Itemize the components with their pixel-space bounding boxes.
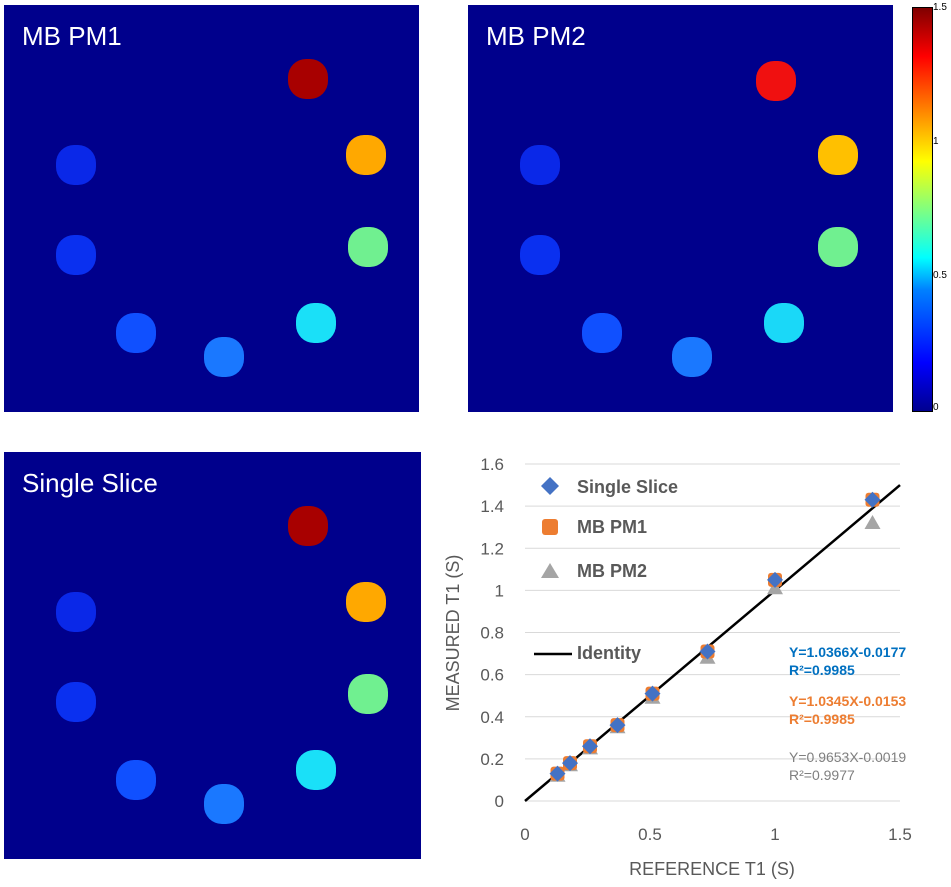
data-point-single-slice xyxy=(864,491,881,508)
phantom-vial xyxy=(116,760,156,800)
phantom-vial xyxy=(56,235,96,275)
fit-equation-mb-pm1: Y=1.0345X-0.0153 xyxy=(789,693,906,709)
mb-pm1-title: MB PM1 xyxy=(22,21,122,51)
phantom-vial xyxy=(582,313,622,353)
data-point-single-slice xyxy=(644,685,661,702)
y-tick-label: 1.4 xyxy=(480,497,504,516)
phantom-vial xyxy=(348,674,388,714)
fit-r2-mb-pm1: R²=0.9985 xyxy=(789,711,855,727)
phantom-vial xyxy=(56,682,96,722)
x-tick-label: 0.5 xyxy=(638,825,662,844)
legend-marker-mb-pm2 xyxy=(541,563,559,578)
legend-label: MB PM1 xyxy=(577,517,647,537)
phantom-vial xyxy=(346,582,386,622)
legend-marker-single-slice xyxy=(541,477,559,495)
y-tick-label: 0.4 xyxy=(480,708,504,727)
data-point-single-slice xyxy=(767,571,783,588)
y-tick-labels: 0 0.2 0.4 0.6 0.8 1 1.2 1.4 1.6 xyxy=(480,455,504,811)
y-tick-label: 1 xyxy=(495,581,504,600)
y-tick-label: 1.6 xyxy=(480,455,504,474)
phantom-vial xyxy=(520,145,560,185)
phantom-vial xyxy=(116,313,156,353)
legend-label: Identity xyxy=(577,643,641,663)
y-tick-label: 0.6 xyxy=(480,666,504,685)
phantom-vial xyxy=(764,303,804,343)
phantom-vial xyxy=(56,592,96,632)
data-point-single-slice xyxy=(582,738,598,755)
phantom-vial xyxy=(204,337,244,377)
t1-scatter-chart: 0 0.2 0.4 0.6 0.8 1 1.2 1.4 1.6 0 0.5 1 1.5 Single … xyxy=(443,455,912,879)
data-point-mb-pm2 xyxy=(864,514,881,529)
mb-pm2-title: MB PM2 xyxy=(486,21,586,51)
regression-annotations: Y=1.0366X-0.0177 R²=0.9985 Y=1.0345X-0.0… xyxy=(789,644,906,783)
grid xyxy=(525,463,900,760)
y-tick-label: 1.2 xyxy=(480,539,504,558)
single-slice-title: Single Slice xyxy=(22,468,158,498)
fit-r2-single-slice: R²=0.9985 xyxy=(789,662,855,678)
y-tick-label: 0.8 xyxy=(480,624,504,643)
x-tick-label: 1 xyxy=(770,825,779,844)
colorbar-tick: 1.5 xyxy=(933,2,947,13)
colorbar-tick: 0 xyxy=(933,402,939,413)
fit-equation-mb-pm2: Y=0.9653X-0.0019 xyxy=(789,749,906,765)
legend: Single Slice MB PM1 MB PM2 Identity xyxy=(534,477,678,663)
colorbar-tick: 0.5 xyxy=(933,270,947,281)
phantom-vial xyxy=(296,750,336,790)
legend-marker-mb-pm1 xyxy=(542,519,558,535)
legend-label: MB PM2 xyxy=(577,561,647,581)
x-tick-label: 0 xyxy=(520,825,529,844)
data-point-single-slice xyxy=(699,643,716,660)
data-points xyxy=(549,491,881,782)
phantom-vial xyxy=(346,135,386,175)
colorbar xyxy=(912,7,933,412)
colorbar-tick: 1 xyxy=(933,136,939,147)
x-tick-labels: 0 0.5 1 1.5 xyxy=(520,825,912,844)
phantom-vial xyxy=(818,227,858,267)
fit-r2-mb-pm2: R²=0.9977 xyxy=(789,767,855,783)
x-tick-label: 1.5 xyxy=(888,825,912,844)
mb-pm2-map: MB PM2 xyxy=(468,5,893,412)
data-point-single-slice xyxy=(549,765,566,782)
single-slice-map: Single Slice xyxy=(4,452,421,859)
mb-pm1-map: MB PM1 xyxy=(4,5,419,412)
data-point-single-slice xyxy=(609,717,626,734)
phantom-vial xyxy=(348,227,388,267)
y-tick-label: 0.2 xyxy=(480,750,504,769)
fit-equation-single-slice: Y=1.0366X-0.0177 xyxy=(789,644,906,660)
phantom-vial xyxy=(296,303,336,343)
legend-label: Single Slice xyxy=(577,477,678,497)
phantom-vial xyxy=(56,145,96,185)
phantom-vial xyxy=(288,59,328,99)
y-axis-title: MEASURED T1 (S) xyxy=(443,555,463,712)
phantom-vial xyxy=(288,506,328,546)
phantom-vial xyxy=(756,61,796,101)
y-tick-label: 0 xyxy=(495,792,504,811)
phantom-vial xyxy=(520,235,560,275)
x-axis-title: REFERENCE T1 (S) xyxy=(629,859,795,879)
phantom-vial xyxy=(818,135,858,175)
phantom-vial xyxy=(672,337,712,377)
data-point-single-slice xyxy=(562,755,578,772)
phantom-vial xyxy=(204,784,244,824)
